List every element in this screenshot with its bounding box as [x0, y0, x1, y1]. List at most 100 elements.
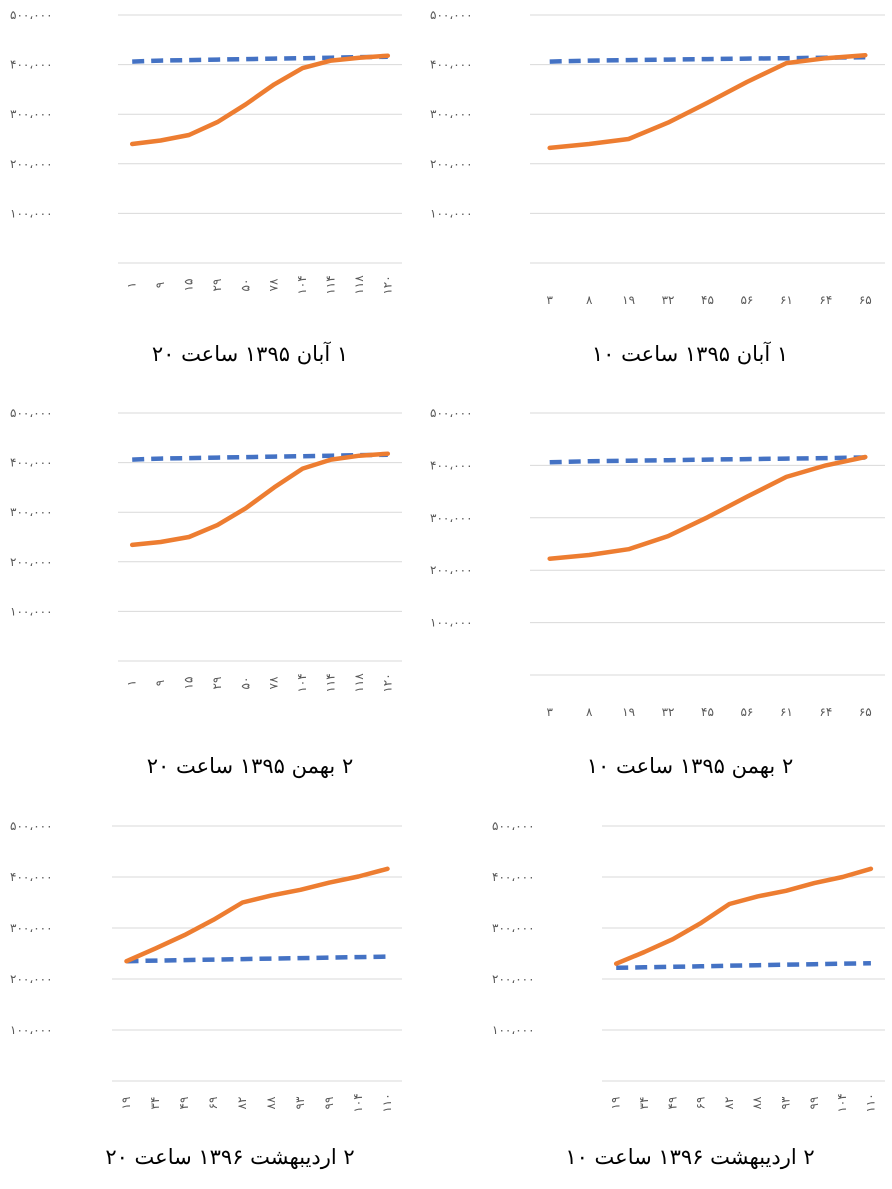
- chart-title: ۲ اردیبهشت ۱۳۹۶ ساعت ۲۰: [105, 1145, 355, 1169]
- series-line-dashed: [616, 960, 871, 971]
- series-line-solid: [129, 53, 391, 147]
- x-tick-label: ۳: [546, 293, 553, 307]
- x-tick-label: ۸۲: [722, 1097, 736, 1110]
- x-tick-label: ۱۵: [182, 677, 196, 690]
- x-tick-label: ۶۴: [819, 293, 832, 307]
- x-tick-label: ۱: [125, 680, 139, 686]
- chart-plot: ۵۰۰،۰۰۰ ۴۰۰،۰۰۰ ۳۰۰،۰۰۰ ۲۰۰،۰۰۰ ۱۰۰،۰۰۰ ۱۹ ۳۴ ۴…: [10, 819, 402, 1113]
- chart-plot: ۵۰۰،۰۰۰ ۴۰۰،۰۰۰ ۳۰۰،۰۰۰ ۲۰۰،۰۰۰ ۱۰۰،۰۰۰ ۳ ۸ ۱۹ ۳…: [430, 8, 885, 307]
- x-tick-label: ۱۰۴: [351, 1093, 365, 1112]
- x-tick-label: ۱۹: [622, 293, 635, 307]
- y-tick-label: ۴۰۰،۰۰۰: [492, 870, 535, 884]
- y-tick-label: ۳۰۰،۰۰۰: [10, 921, 53, 935]
- chart-title: ۲ بهمن ۱۳۹۵ ساعت ۲۰: [146, 754, 354, 778]
- x-tick-label: ۸: [586, 705, 593, 719]
- y-tick-label: ۲۰۰،۰۰۰: [430, 157, 473, 171]
- x-tick-label: ۸۲: [235, 1097, 249, 1110]
- x-tick-label: ۱۱۰: [863, 1093, 877, 1112]
- chart-panel-ordibehesht-20: ۵۰۰،۰۰۰ ۴۰۰،۰۰۰ ۳۰۰،۰۰۰ ۲۰۰،۰۰۰ ۱۰۰،۰۰۰ ۱۹ ۳۴ ۴…: [0, 812, 430, 1189]
- x-tick-label: ۹۳: [778, 1096, 792, 1109]
- x-tick-label: ۱۰۴: [295, 673, 309, 692]
- y-tick-label: ۲۰۰،۰۰۰: [430, 563, 473, 577]
- x-tick-label: ۸: [586, 293, 593, 307]
- y-tick-label: ۲۰۰،۰۰۰: [10, 157, 53, 171]
- x-tick-label: ۵۶: [740, 705, 753, 719]
- x-tick-label: ۹۹: [322, 1097, 336, 1110]
- y-tick-label: ۲۰۰،۰۰۰: [10, 555, 53, 569]
- x-tick-label: ۶۴: [819, 705, 832, 719]
- series-line-solid: [124, 866, 390, 964]
- x-tick-label: ۹۳: [293, 1096, 307, 1109]
- x-tick-label: ۱۲۰: [380, 275, 394, 294]
- y-tick-label: ۳۰۰،۰۰۰: [492, 921, 535, 935]
- x-tick-label: ۶۵: [859, 293, 872, 307]
- x-tick-label: ۱۲۰: [380, 673, 394, 692]
- y-tick-label: ۲۰۰،۰۰۰: [10, 972, 53, 986]
- x-tick-label: ۱۹: [609, 1097, 623, 1110]
- x-tick-label: ۶۹: [694, 1097, 708, 1110]
- x-tick-label: ۱۰۴: [835, 1093, 849, 1112]
- x-tick-label: ۶۹: [206, 1097, 220, 1110]
- x-tick-label: ۹: [153, 680, 167, 686]
- x-tick-label: ۱۹: [119, 1097, 133, 1110]
- y-tick-label: ۲۰۰،۰۰۰: [492, 972, 535, 986]
- chart-panel-ordibehesht-10: ۵۰۰،۰۰۰ ۴۰۰،۰۰۰ ۳۰۰،۰۰۰ ۲۰۰،۰۰۰ ۱۰۰،۰۰۰ ۱۹ ۳۴ ۴…: [440, 812, 890, 1189]
- chart-title: ۲ اردیبهشت ۱۳۹۶ ساعت ۱۰: [565, 1145, 815, 1169]
- y-tick-label: ۵۰۰،۰۰۰: [10, 8, 53, 22]
- y-tick-label: ۳۰۰،۰۰۰: [10, 107, 53, 121]
- x-tick-label: ۱۱۸: [352, 673, 366, 693]
- x-tick-label: ۴۹: [665, 1097, 679, 1110]
- x-tick-label: ۴۹: [177, 1097, 191, 1110]
- y-tick-label: ۱۰۰،۰۰۰: [10, 604, 53, 618]
- x-tick-label: ۲۹: [210, 677, 224, 690]
- x-tick-label: ۱۱۴: [324, 673, 338, 692]
- x-tick-label: ۹۹: [807, 1097, 821, 1110]
- x-tick-label: ۵۶: [740, 293, 753, 307]
- series-line-solid: [547, 454, 868, 561]
- y-tick-label: ۵۰۰،۰۰۰: [10, 406, 53, 420]
- y-tick-label: ۱۰۰،۰۰۰: [430, 616, 473, 630]
- y-tick-label: ۵۰۰،۰۰۰: [10, 819, 53, 833]
- y-tick-label: ۵۰۰،۰۰۰: [430, 406, 473, 420]
- chart-plot: ۵۰۰،۰۰۰ ۴۰۰،۰۰۰ ۳۰۰،۰۰۰ ۲۰۰،۰۰۰ ۱۰۰،۰۰۰ ۱ ۹ ۱۵ ۲…: [10, 8, 402, 295]
- chart-title: ۲ بهمن ۱۳۹۵ ساعت ۱۰: [586, 754, 794, 778]
- x-tick-label: ۴۵: [701, 293, 714, 307]
- x-tick-label: ۱۵: [182, 279, 196, 292]
- x-tick-label: ۱۹: [622, 705, 635, 719]
- x-tick-label: ۷۸: [267, 676, 281, 689]
- y-tick-label: ۳۰۰،۰۰۰: [10, 505, 53, 519]
- chart-title: ۱ آبان ۱۳۹۵ ساعت ۲۰: [151, 342, 349, 366]
- chart-plot: ۵۰۰،۰۰۰ ۴۰۰،۰۰۰ ۳۰۰،۰۰۰ ۲۰۰،۰۰۰ ۱۰۰،۰۰۰ ۱ ۹ ۱۵ ۲…: [10, 406, 402, 693]
- x-tick-label: ۱۱۸: [352, 275, 366, 295]
- x-tick-label: ۳۲: [662, 293, 675, 307]
- chart-panel-aban-20: ۵۰۰،۰۰۰ ۴۰۰،۰۰۰ ۳۰۰،۰۰۰ ۲۰۰،۰۰۰ ۱۰۰،۰۰۰ ۱ ۹ ۱۵ ۲…: [0, 0, 430, 380]
- y-tick-label: ۵۰۰،۰۰۰: [492, 819, 535, 833]
- x-tick-label: ۹: [153, 282, 167, 288]
- x-tick-label: ۱: [125, 282, 139, 288]
- y-tick-label: ۴۰۰،۰۰۰: [430, 458, 473, 472]
- y-tick-label: ۳۰۰،۰۰۰: [430, 107, 473, 121]
- x-tick-label: ۳۴: [148, 1097, 162, 1110]
- series-line-solid: [613, 866, 874, 966]
- chart-panel-bahman-10: ۵۰۰،۰۰۰ ۴۰۰،۰۰۰ ۳۰۰،۰۰۰ ۲۰۰،۰۰۰ ۱۰۰،۰۰۰ ۳ ۸ ۱۹ ۳…: [430, 398, 890, 778]
- x-tick-label: ۶۱: [780, 705, 793, 719]
- x-tick-label: ۳۲: [662, 705, 675, 719]
- y-tick-label: ۱۰۰،۰۰۰: [10, 1023, 53, 1037]
- series-line-dashed: [126, 954, 388, 964]
- x-tick-label: ۱۱۰: [380, 1093, 394, 1112]
- x-tick-label: ۶۱: [780, 293, 793, 307]
- y-tick-label: ۵۰۰،۰۰۰: [430, 8, 473, 22]
- chart-plot: ۵۰۰،۰۰۰ ۴۰۰،۰۰۰ ۳۰۰،۰۰۰ ۲۰۰،۰۰۰ ۱۰۰،۰۰۰ ۱۹ ۳۴ ۴…: [492, 819, 885, 1113]
- chart-title: ۱ آبان ۱۳۹۵ ساعت ۱۰: [591, 342, 789, 366]
- x-tick-label: ۴۵: [701, 705, 714, 719]
- series-line-dashed: [549, 54, 866, 64]
- x-tick-label: ۲۹: [210, 279, 224, 292]
- series-line-solid: [547, 52, 868, 151]
- x-tick-label: ۸۸: [264, 1096, 278, 1109]
- x-tick-label: ۵۰: [238, 279, 252, 292]
- x-tick-label: ۸۸: [750, 1096, 764, 1109]
- y-tick-label: ۳۰۰،۰۰۰: [430, 511, 473, 525]
- y-tick-label: ۱۰۰،۰۰۰: [10, 206, 53, 220]
- chart-panel-aban-10: ۵۰۰،۰۰۰ ۴۰۰،۰۰۰ ۳۰۰،۰۰۰ ۲۰۰،۰۰۰ ۱۰۰،۰۰۰ ۳ ۸ ۱۹ ۳…: [430, 0, 890, 380]
- x-tick-label: ۳۴: [637, 1097, 651, 1110]
